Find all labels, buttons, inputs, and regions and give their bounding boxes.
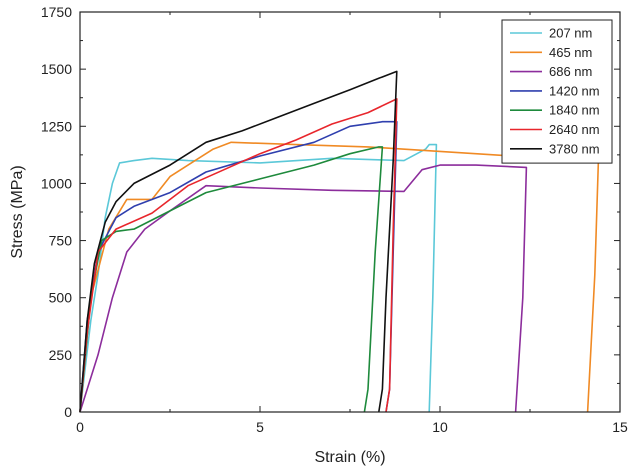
legend-label: 2640 nm [549, 122, 600, 137]
x-axis: 0 5 10 15 [76, 12, 628, 435]
y-axis-title: Stress (MPa) [9, 165, 26, 258]
x-tick-label: 5 [256, 419, 264, 435]
series-line-7 [79, 70, 398, 413]
series-line-3 [79, 164, 528, 413]
y-tick-label: 250 [49, 347, 73, 363]
y-tick-label: 1000 [41, 175, 72, 191]
x-axis-title: Strain (%) [314, 449, 385, 466]
legend-label: 465 nm [549, 45, 592, 60]
series-line-2 [79, 141, 600, 413]
y-tick-label: 500 [49, 290, 73, 306]
y-tick-label: 1500 [41, 61, 72, 77]
y-tick-label: 1250 [41, 118, 72, 134]
y-tick-label: 750 [49, 233, 73, 249]
series-line-4 [79, 120, 398, 413]
series-line-6 [79, 98, 398, 413]
series-line-1 [79, 143, 438, 413]
x-tick-label: 15 [612, 419, 628, 435]
y-tick-label: 1750 [41, 4, 72, 20]
x-tick-label: 0 [76, 419, 84, 435]
legend-label: 3780 nm [549, 141, 600, 156]
series-line-5 [79, 146, 384, 413]
y-tick-label: 0 [64, 404, 72, 420]
x-tick-label: 10 [432, 419, 448, 435]
legend: 207 nm 465 nm 686 nm 1420 nm 1840 nm 2640 nm 3… [501, 19, 613, 164]
y-axis: 0 250 500 750 1000 1250 1500 1750 [41, 4, 620, 420]
legend-label: 207 nm [549, 26, 592, 41]
legend-label: 1840 nm [549, 103, 600, 118]
legend-label: 1420 nm [549, 83, 600, 98]
legend-label: 686 nm [549, 64, 592, 79]
plot-area [79, 70, 600, 413]
